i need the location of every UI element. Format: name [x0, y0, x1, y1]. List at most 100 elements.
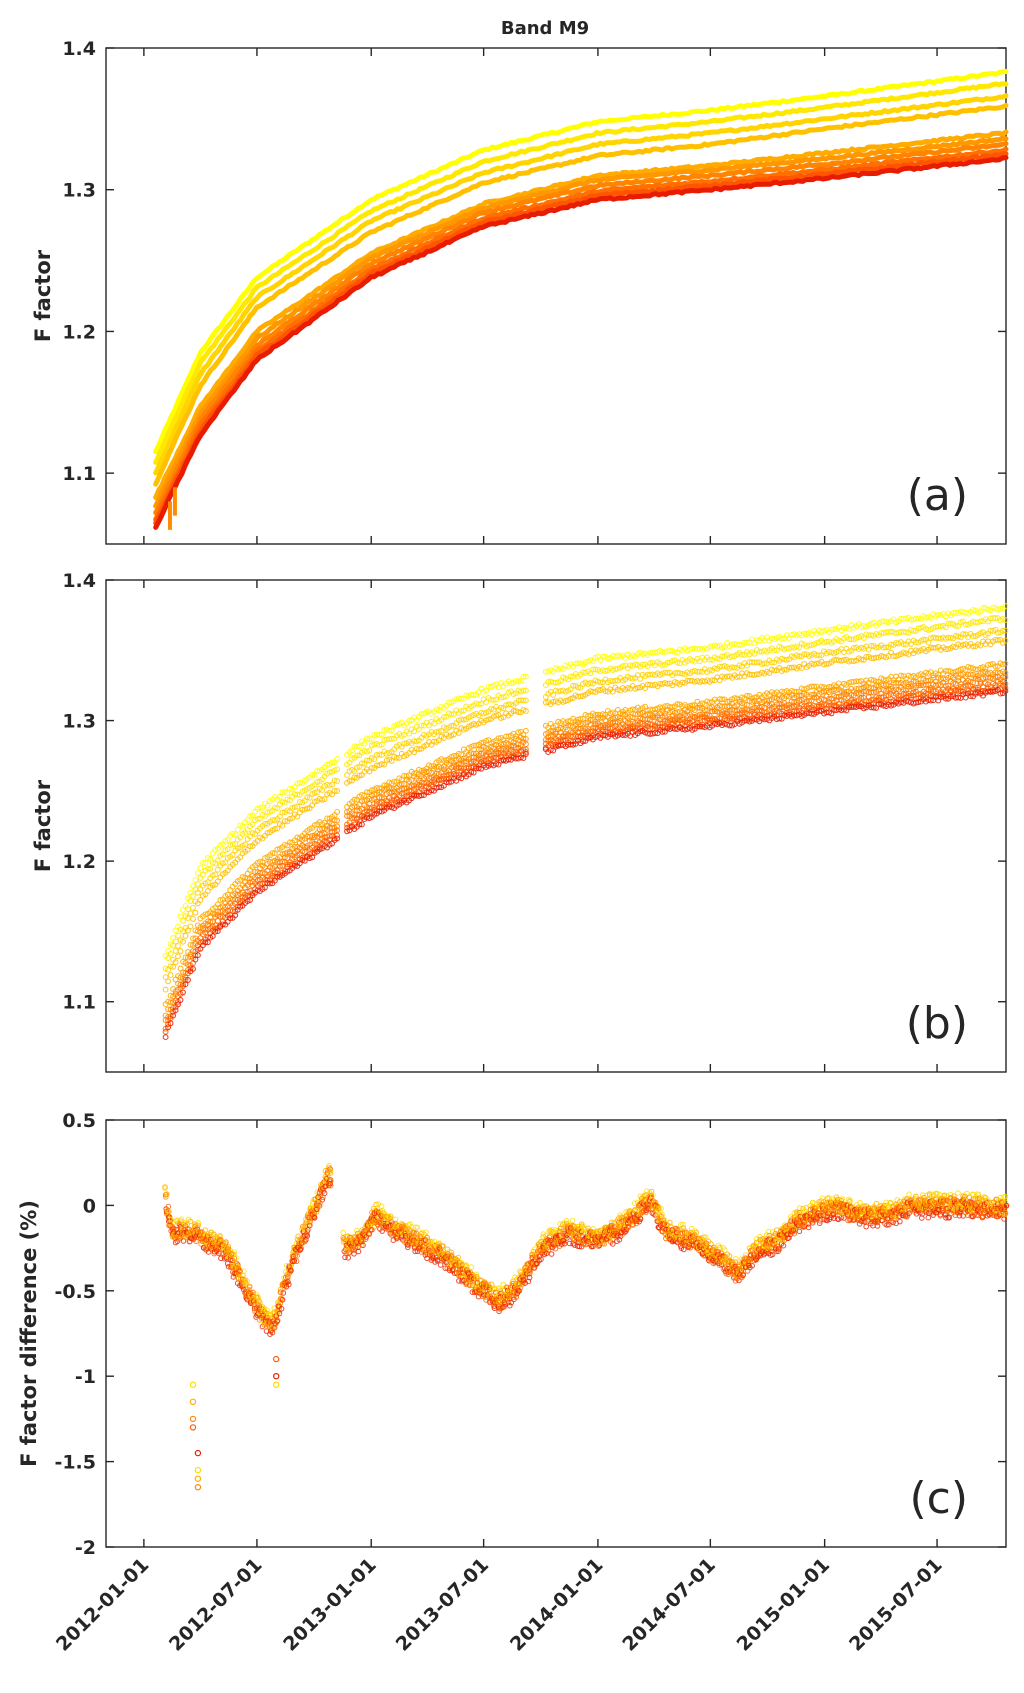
data-point — [719, 653, 726, 660]
data-point — [801, 651, 808, 658]
data-point — [274, 825, 281, 832]
series-markers-2 — [162, 615, 1009, 972]
data-point — [326, 769, 333, 776]
data-point — [334, 808, 341, 815]
data-point — [276, 813, 283, 820]
data-point — [294, 813, 301, 820]
data-point — [898, 672, 904, 679]
data-point — [994, 637, 1001, 644]
data-point — [522, 687, 529, 694]
data-point — [170, 963, 177, 970]
data-point — [229, 830, 236, 837]
series-line-8 — [153, 146, 1009, 522]
data-point — [565, 718, 572, 725]
data-point — [508, 680, 514, 687]
data-point — [990, 604, 996, 611]
data-point — [855, 678, 862, 685]
data-point — [182, 932, 189, 939]
data-point — [376, 742, 383, 749]
data-point — [309, 771, 316, 778]
panel-c: -2-1.5-1-0.500.5F factor difference (%)(… — [17, 1110, 1010, 1559]
data-point — [185, 906, 191, 913]
series-line-2 — [153, 81, 1009, 465]
data-point — [816, 652, 822, 659]
data-point — [858, 656, 865, 663]
data-point — [284, 790, 291, 796]
series-line-3 — [153, 93, 1009, 476]
data-point — [570, 682, 577, 689]
data-point — [567, 695, 574, 702]
y-axis-label: F factor — [31, 779, 55, 872]
data-point — [334, 766, 341, 773]
data-point — [194, 880, 201, 887]
data-point — [458, 695, 465, 702]
data-point — [903, 615, 909, 622]
data-point — [840, 657, 847, 663]
data-point — [354, 1227, 360, 1234]
data-point — [257, 858, 263, 865]
data-point — [378, 741, 385, 748]
data-point — [311, 772, 318, 778]
data-point — [448, 722, 455, 729]
data-point — [373, 762, 380, 769]
data-point — [209, 859, 216, 866]
data-point — [992, 615, 999, 621]
plot-area — [162, 603, 1009, 1041]
series-markers-3 — [162, 626, 1009, 981]
data-point — [647, 660, 654, 667]
data-point — [734, 674, 741, 681]
data-point — [612, 677, 619, 684]
data-point — [190, 915, 196, 922]
data-point — [247, 843, 254, 850]
data-point — [498, 715, 504, 721]
data-point — [222, 859, 229, 866]
data-point — [602, 667, 609, 674]
data-point — [371, 756, 378, 763]
data-point — [970, 606, 977, 613]
data-point — [522, 708, 529, 715]
data-point — [505, 733, 512, 740]
data-point — [753, 671, 760, 678]
data-point — [552, 679, 559, 686]
axes-box — [105, 1119, 1007, 1548]
data-point — [873, 644, 880, 651]
data-point — [664, 659, 671, 666]
data-point — [888, 641, 895, 648]
data-point — [207, 855, 214, 862]
data-point — [448, 711, 455, 718]
data-point — [376, 732, 383, 738]
data-point — [202, 911, 209, 918]
data-point — [304, 794, 311, 801]
data-point — [345, 1255, 352, 1261]
data-point — [587, 680, 594, 686]
data-point — [192, 909, 199, 916]
data-point — [542, 699, 549, 706]
data-point — [356, 743, 363, 750]
data-point — [994, 629, 1001, 636]
data-point — [264, 802, 271, 809]
data-point — [249, 821, 256, 828]
data-point — [714, 643, 721, 650]
data-point — [197, 897, 204, 903]
data-point — [493, 712, 500, 719]
data-point — [212, 871, 219, 878]
data-point — [190, 904, 196, 911]
data-point — [664, 669, 671, 676]
data-point — [331, 777, 338, 784]
data-point — [460, 716, 467, 723]
y-tick-label: 1.2 — [62, 851, 96, 873]
data-point — [671, 679, 678, 686]
data-point — [177, 948, 184, 954]
data-point — [286, 839, 293, 846]
data-point — [363, 757, 370, 764]
data-point — [388, 727, 395, 734]
y-tick-label: -1.5 — [54, 1452, 96, 1474]
data-point — [319, 796, 326, 803]
data-point — [960, 608, 967, 615]
data-point — [478, 700, 485, 707]
data-point — [291, 804, 298, 811]
data-point — [548, 1251, 555, 1257]
data-point — [247, 813, 254, 819]
data-point — [577, 693, 584, 700]
data-point — [262, 821, 268, 827]
